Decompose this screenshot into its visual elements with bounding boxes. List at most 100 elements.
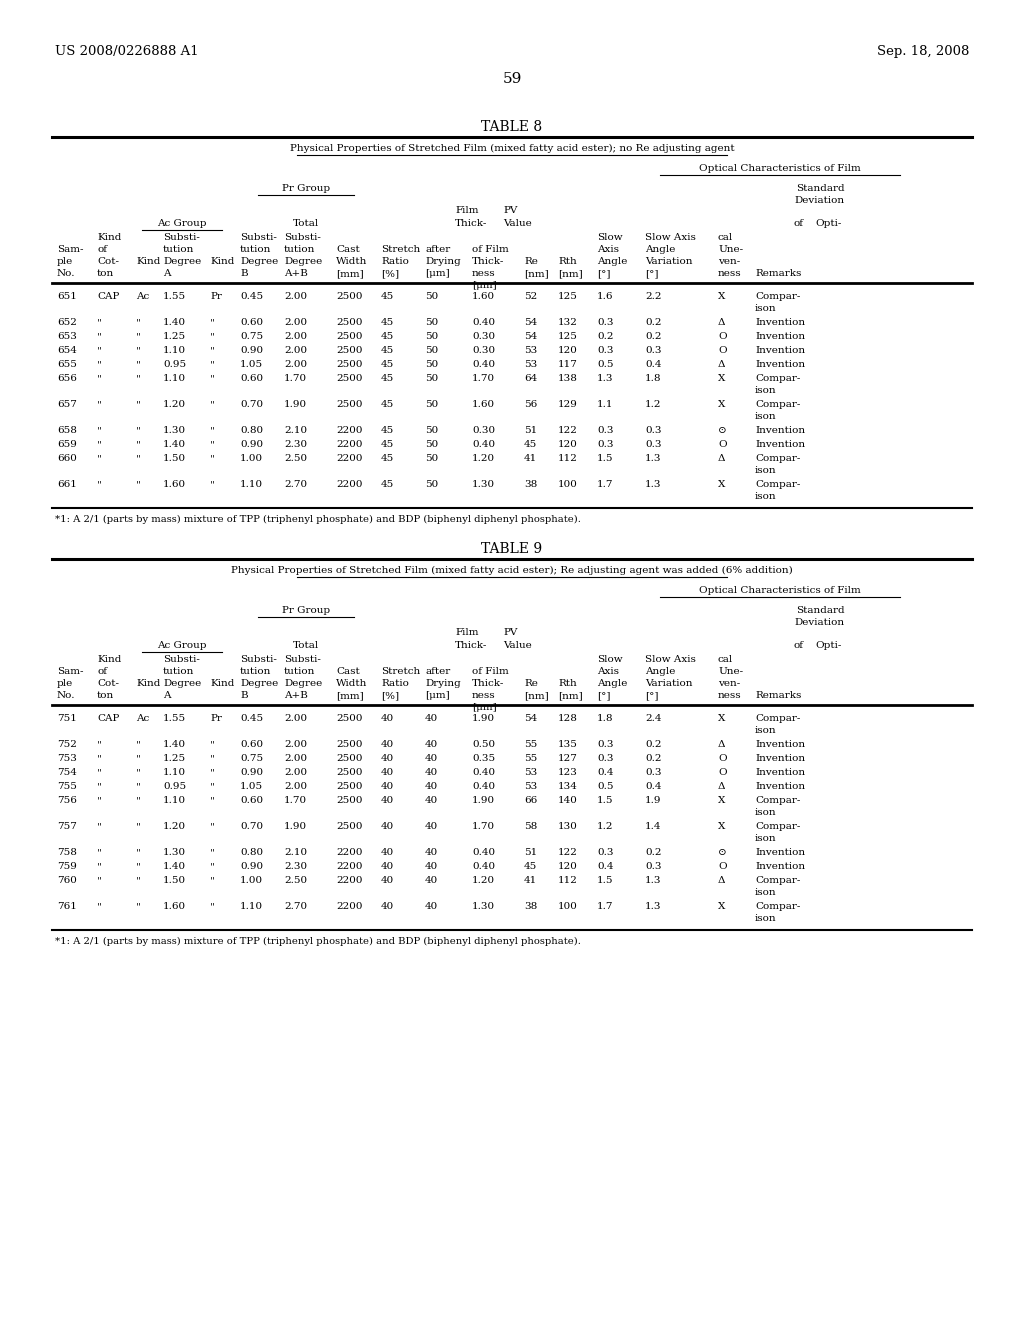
Text: 45: 45 bbox=[381, 454, 394, 463]
Text: Re: Re bbox=[524, 257, 538, 267]
Text: 1.90: 1.90 bbox=[472, 796, 496, 805]
Text: ": " bbox=[97, 768, 101, 777]
Text: Substi-: Substi- bbox=[163, 234, 200, 242]
Text: ": " bbox=[210, 346, 215, 355]
Text: Invention: Invention bbox=[755, 847, 805, 857]
Text: X: X bbox=[718, 374, 725, 383]
Text: 761: 761 bbox=[57, 902, 77, 911]
Text: ": " bbox=[210, 400, 215, 409]
Text: 1.10: 1.10 bbox=[240, 902, 263, 911]
Text: 53: 53 bbox=[524, 768, 538, 777]
Text: 1.55: 1.55 bbox=[163, 714, 186, 723]
Text: 658: 658 bbox=[57, 426, 77, 436]
Text: Physical Properties of Stretched Film (mixed fatty acid ester); Re adjusting age: Physical Properties of Stretched Film (m… bbox=[231, 566, 793, 576]
Text: of: of bbox=[97, 246, 106, 253]
Text: 45: 45 bbox=[381, 318, 394, 327]
Text: 38: 38 bbox=[524, 480, 538, 488]
Text: 0.3: 0.3 bbox=[597, 440, 613, 449]
Text: 2.2: 2.2 bbox=[645, 292, 662, 301]
Text: X: X bbox=[718, 714, 725, 723]
Text: 1.10: 1.10 bbox=[163, 374, 186, 383]
Text: 40: 40 bbox=[381, 847, 394, 857]
Text: [°]: [°] bbox=[597, 269, 610, 279]
Text: ": " bbox=[97, 360, 101, 370]
Text: 53: 53 bbox=[524, 781, 538, 791]
Text: X: X bbox=[718, 480, 725, 488]
Text: 40: 40 bbox=[381, 781, 394, 791]
Text: 1.70: 1.70 bbox=[284, 374, 307, 383]
Text: Invention: Invention bbox=[755, 360, 805, 370]
Text: ple: ple bbox=[57, 257, 74, 267]
Text: X: X bbox=[718, 822, 725, 832]
Text: 40: 40 bbox=[425, 902, 438, 911]
Text: ": " bbox=[136, 741, 140, 748]
Text: Drying: Drying bbox=[425, 257, 461, 267]
Text: Rth: Rth bbox=[558, 678, 577, 688]
Text: 58: 58 bbox=[524, 822, 538, 832]
Text: 1.30: 1.30 bbox=[472, 480, 496, 488]
Text: Δ: Δ bbox=[718, 360, 725, 370]
Text: 129: 129 bbox=[558, 400, 578, 409]
Text: Compar-: Compar- bbox=[755, 374, 801, 383]
Text: ": " bbox=[136, 781, 140, 791]
Text: ness: ness bbox=[718, 269, 741, 279]
Text: Optical Characteristics of Film: Optical Characteristics of Film bbox=[699, 164, 861, 173]
Text: ": " bbox=[210, 480, 215, 488]
Text: 0.40: 0.40 bbox=[472, 847, 496, 857]
Text: Compar-: Compar- bbox=[755, 822, 801, 832]
Text: Optical Characteristics of Film: Optical Characteristics of Film bbox=[699, 586, 861, 595]
Text: Standard: Standard bbox=[796, 183, 845, 193]
Text: 2.4: 2.4 bbox=[645, 714, 662, 723]
Text: A: A bbox=[163, 269, 171, 279]
Text: 1.40: 1.40 bbox=[163, 318, 186, 327]
Text: ": " bbox=[210, 374, 215, 383]
Text: 1.3: 1.3 bbox=[645, 454, 662, 463]
Text: 0.35: 0.35 bbox=[472, 754, 496, 763]
Text: 1.6: 1.6 bbox=[597, 292, 613, 301]
Text: 40: 40 bbox=[425, 862, 438, 871]
Text: 100: 100 bbox=[558, 902, 578, 911]
Text: 0.50: 0.50 bbox=[472, 741, 496, 748]
Text: 0.3: 0.3 bbox=[645, 768, 662, 777]
Text: Film: Film bbox=[455, 628, 478, 638]
Text: of: of bbox=[97, 667, 106, 676]
Text: 0.90: 0.90 bbox=[240, 768, 263, 777]
Text: 45: 45 bbox=[381, 480, 394, 488]
Text: Substi-: Substi- bbox=[240, 234, 276, 242]
Text: 757: 757 bbox=[57, 822, 77, 832]
Text: 661: 661 bbox=[57, 480, 77, 488]
Text: 0.2: 0.2 bbox=[597, 333, 613, 341]
Text: 45: 45 bbox=[381, 440, 394, 449]
Text: Cast: Cast bbox=[336, 246, 359, 253]
Text: 1.20: 1.20 bbox=[163, 400, 186, 409]
Text: [μm]: [μm] bbox=[472, 704, 497, 711]
Text: ": " bbox=[136, 426, 140, 436]
Text: 2.00: 2.00 bbox=[284, 318, 307, 327]
Text: [mm]: [mm] bbox=[336, 269, 364, 279]
Text: Re: Re bbox=[524, 678, 538, 688]
Text: 1.25: 1.25 bbox=[163, 333, 186, 341]
Text: O: O bbox=[718, 768, 727, 777]
Text: 1.5: 1.5 bbox=[597, 454, 613, 463]
Text: Invention: Invention bbox=[755, 333, 805, 341]
Text: ness: ness bbox=[472, 269, 496, 279]
Text: Degree: Degree bbox=[163, 678, 202, 688]
Text: 0.3: 0.3 bbox=[597, 847, 613, 857]
Text: 1.4: 1.4 bbox=[645, 822, 662, 832]
Text: Degree: Degree bbox=[163, 257, 202, 267]
Text: 0.40: 0.40 bbox=[472, 318, 496, 327]
Text: ness: ness bbox=[718, 690, 741, 700]
Text: ": " bbox=[97, 454, 101, 463]
Text: Cot-: Cot- bbox=[97, 678, 119, 688]
Text: ": " bbox=[210, 426, 215, 436]
Text: [mm]: [mm] bbox=[336, 690, 364, 700]
Text: ": " bbox=[210, 876, 215, 884]
Text: 1.1: 1.1 bbox=[597, 400, 613, 409]
Text: 45: 45 bbox=[381, 292, 394, 301]
Text: 2500: 2500 bbox=[336, 822, 362, 832]
Text: 1.90: 1.90 bbox=[284, 822, 307, 832]
Text: 2500: 2500 bbox=[336, 714, 362, 723]
Text: 1.3: 1.3 bbox=[597, 374, 613, 383]
Text: 2500: 2500 bbox=[336, 741, 362, 748]
Text: 1.10: 1.10 bbox=[240, 480, 263, 488]
